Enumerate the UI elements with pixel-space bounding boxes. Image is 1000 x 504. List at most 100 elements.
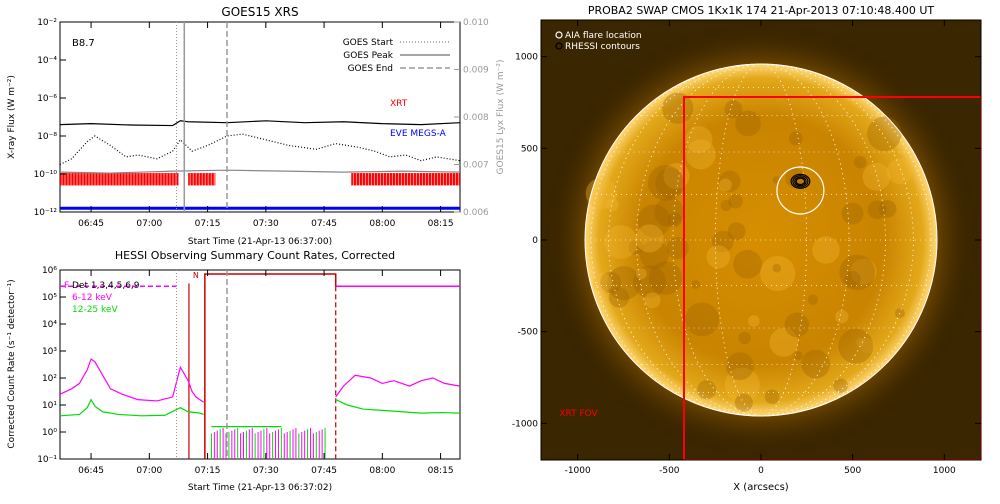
hessi-night-label: N: [193, 271, 199, 280]
swap-xtick-label: 1000: [933, 466, 956, 476]
sun-texture-blob: [734, 393, 753, 412]
sun-texture-blob: [706, 245, 731, 269]
grid-longitude: [636, 63, 886, 417]
sun-texture-blob: [844, 270, 861, 288]
sun-texture-blob: [635, 268, 647, 280]
swap-xtick-label: 500: [844, 466, 861, 476]
hessi-ytick-label: 10⁴: [42, 320, 57, 330]
sun-texture-blob: [728, 194, 743, 209]
goes-xtick-label: 07:45: [311, 219, 337, 229]
sun-texture-blob: [788, 131, 803, 146]
goes-series-1: [60, 133, 460, 166]
goes-ytick-label: 10⁻¹⁰: [34, 170, 58, 180]
goes-y2tick-label: 0.007: [463, 161, 489, 171]
sun-texture-blob: [697, 380, 717, 400]
hessi-ytick-label: 10⁰: [42, 428, 57, 438]
hessi-series-1: [335, 374, 460, 398]
goes-x-axis-label: Start Time (21-Apr-13 06:37:00): [188, 237, 332, 247]
sun-texture-blob: [725, 352, 754, 381]
sun-texture-blob: [720, 199, 732, 212]
hessi-series-2: [60, 398, 204, 417]
goes-y2tick-label: 0.010: [463, 18, 489, 28]
hessi-series-3: [335, 399, 460, 414]
goes-ytick-label: 10⁻⁶: [37, 94, 57, 104]
swap-ytick-label: 0: [532, 236, 538, 246]
hessi-legend-label: Det 1,3,4,5,6,9: [72, 281, 140, 291]
xrt-coverage-bar: [351, 173, 460, 186]
swap-ytick-label: -500: [518, 328, 539, 338]
swap-title: PROBA2 SWAP CMOS 1Kx1K 174 21-Apr-2013 0…: [588, 4, 935, 17]
hessi-legend-label: 12-25 keV: [72, 305, 118, 315]
sun-texture-blob: [850, 258, 877, 285]
swap-xtick-label: 0: [758, 466, 764, 476]
sun-texture-blob: [853, 155, 867, 169]
swap-image: [541, 20, 981, 460]
sun-texture-blob: [867, 116, 902, 152]
sun-texture-blob: [635, 224, 664, 253]
sun-texture-blob: [724, 367, 760, 403]
sun-texture-blob: [760, 255, 796, 292]
rhessi-contour: [790, 173, 811, 189]
rhessi-contour: [792, 175, 809, 188]
eve-label: EVE MEGS-A: [390, 129, 447, 139]
swap-legend-label: RHESSI contours: [565, 42, 640, 52]
goes-xtick-label: 07:15: [195, 219, 221, 229]
goes-series-2: [60, 169, 460, 174]
sun-texture-blob: [747, 315, 760, 327]
sun-texture-blob: [807, 294, 819, 305]
rhessi-contours: [790, 173, 811, 189]
sun-texture-blob: [894, 308, 905, 319]
goes-legend-label: GOES Start: [343, 38, 394, 48]
sun-texture-blob: [835, 310, 849, 324]
sun-texture-blob: [841, 202, 864, 225]
goes-legend-label: GOES End: [348, 64, 393, 74]
xrt-label: XRT: [390, 99, 408, 109]
sun-texture-blob: [719, 178, 732, 192]
sun-texture-blob: [769, 328, 799, 357]
sun-texture-blob: [867, 200, 887, 220]
sun-texture-blob: [838, 328, 874, 364]
sun-texture-blob: [604, 225, 638, 259]
sun-texture-blob: [839, 254, 876, 291]
goes-class-label: B8.7: [72, 38, 95, 49]
sun-texture-blob: [833, 378, 848, 393]
hessi-panel: HESSI Observing Summary Count Rates, Cor…: [7, 249, 461, 493]
sun-texture-blob: [685, 126, 713, 153]
swap-ytick-label: -1000: [512, 419, 538, 429]
sun-texture-blob: [733, 249, 762, 279]
goes-legend: GOES Start GOES Peak GOES End: [343, 38, 450, 74]
goes-legend-label: GOES Peak: [343, 51, 393, 61]
goes-ticks: 06:45 07:00 07:15 07:30 07:45 08:00 08:15 10⁻¹²…: [34, 18, 489, 229]
swap-ytick-label: 1000: [515, 53, 538, 63]
goes-title: GOES15 XRS: [221, 5, 298, 19]
sun-texture-blob: [608, 287, 630, 308]
goes-xtick-label: 07:00: [136, 219, 162, 229]
hessi-saa-box: [204, 273, 337, 459]
goes-ytick-label: 10⁻⁸: [37, 132, 57, 142]
goes-y2tick-label: 0.006: [463, 208, 489, 218]
sun-texture-blob: [691, 279, 701, 289]
sun-texture-blob: [794, 351, 803, 360]
sun-texture-blob: [772, 263, 782, 273]
sun-texture-blob: [662, 92, 694, 124]
goes-y-axis-label: X-ray Flux (W m⁻²): [7, 75, 17, 159]
sun-texture-blob: [727, 222, 746, 241]
sun-texture: [585, 92, 913, 412]
rhessi-contour: [795, 177, 806, 186]
hessi-xtick-label: 07:15: [195, 466, 221, 476]
goes-xtick-label: 07:30: [253, 219, 279, 229]
sun-texture-blob: [606, 198, 619, 211]
sun-texture-blob: [784, 312, 810, 338]
goes-xtick-label: 06:45: [78, 219, 104, 229]
hessi-x-axis-label: Start Time (21-Apr-13 06:37:02): [188, 483, 332, 493]
hessi-ticks: N 06:45 07:00 07:15 07:30 07:45 08:00 08:15 10⁻¹…: [37, 266, 453, 476]
sun-texture-blob: [764, 389, 780, 405]
goes-y2tick-label: 0.008: [463, 113, 489, 123]
sun-texture-blob: [667, 212, 683, 227]
hessi-series-0: [60, 358, 205, 403]
sun-texture-blob: [685, 302, 719, 337]
swap-ticks: -1000 -500 0 500 1000 -1000 -500 0 500 1000: [512, 20, 981, 476]
